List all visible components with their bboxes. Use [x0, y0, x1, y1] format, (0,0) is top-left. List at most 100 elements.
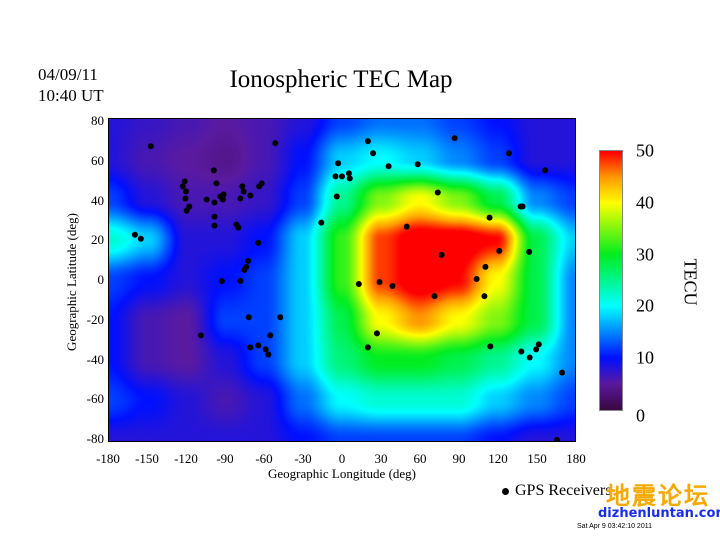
time-label: 10:40 UT [38, 86, 104, 105]
tec-map-plot [108, 118, 576, 442]
gps-receiver-point [220, 191, 227, 198]
gps-receiver-point [438, 251, 445, 258]
gps-receiver-point [355, 281, 362, 288]
legend-label: GPS Receivers [515, 482, 612, 499]
x-tick-label: 60 [413, 451, 427, 466]
y-tick-label: -60 [86, 391, 104, 407]
colorbar-tick-label: 10 [636, 347, 654, 368]
gps-receiver-point [339, 173, 345, 180]
gps-receiver-point [403, 223, 410, 230]
gps-receiver-point [318, 219, 325, 226]
gps-receiver-point [218, 278, 225, 285]
x-tick-label: -150 [135, 451, 159, 466]
gps-receiver-point [213, 180, 220, 187]
x-tick-label: -60 [255, 451, 273, 466]
gps-receiver-point [451, 135, 458, 142]
gps-receiver-layer [131, 135, 566, 441]
colorbar [599, 150, 623, 411]
gps-receiver-point [542, 167, 549, 174]
gps-receiver-point [526, 354, 533, 361]
gps-receiver-point [219, 196, 226, 203]
timestamp: Sat Apr 9 03:42:10 2011 [577, 523, 652, 530]
colorbar-label: TECU [680, 258, 701, 306]
gps-receiver-point [272, 140, 279, 147]
gps-receiver-point [255, 342, 262, 349]
gps-receiver-point [147, 143, 154, 150]
colorbar-tick-label: 40 [636, 192, 654, 213]
chart-title: Ionospheric TEC Map [229, 66, 453, 93]
gps-receiver-point [346, 175, 353, 182]
gps-receiver-point [211, 213, 218, 220]
watermark-logo: 地震论坛 [606, 482, 710, 510]
gps-receiver-point [373, 330, 380, 337]
gps-receiver-point [239, 183, 246, 190]
colorbar-tick-label: 0 [636, 405, 645, 426]
gps-receiver-point [335, 160, 342, 167]
gps-receiver-point [345, 170, 352, 177]
gps-receiver-point [518, 348, 525, 355]
gps-receiver-point [237, 278, 244, 285]
gps-receiver-point [197, 332, 204, 339]
x-tick-label: -120 [174, 451, 198, 466]
x-tick-label: 120 [488, 451, 508, 466]
y-tick-label: 0 [97, 272, 105, 287]
gps-receiver-point [481, 293, 488, 300]
gps-receiver-point [265, 351, 272, 358]
gps-receiver-point [245, 257, 252, 264]
x-tick-label: 180 [566, 451, 586, 466]
gps-receiver-point [131, 231, 138, 238]
gps-receiver-point [255, 239, 262, 246]
gps-receiver-point [431, 293, 438, 300]
gps-receiver-point [473, 275, 480, 282]
y-tick-label: -80 [86, 431, 104, 446]
gps-receiver-point [240, 188, 247, 195]
gps-receiver-point [181, 178, 188, 185]
gps-receiver-point [247, 192, 254, 199]
gps-receiver-point [203, 196, 210, 203]
date-time: 04/09/11 10:40 UT [38, 64, 104, 106]
gps-receiver-point [210, 167, 217, 174]
colorbar-tick-label: 30 [636, 244, 654, 265]
gps-receiver-point [526, 248, 533, 255]
colorbar-tick-label: 20 [636, 295, 654, 316]
gps-receiver-point [245, 314, 252, 321]
x-tick-label: 0 [338, 451, 346, 466]
gps-receiver-point [364, 138, 371, 145]
gps-receiver-point [487, 343, 494, 350]
x-tick-label: -180 [96, 451, 120, 466]
gps-receiver-point [243, 263, 250, 270]
gps-receiver-point [258, 180, 265, 187]
gps-receiver-point [482, 263, 489, 270]
y-axis-label: Geographic Latitude (deg) [64, 213, 79, 351]
y-tick-label: 60 [91, 152, 104, 168]
gps-dot-icon [502, 487, 509, 495]
x-axis-label: Geographic Longitude (deg) [267, 466, 417, 481]
gps-receiver-point [533, 346, 540, 353]
gps-receiver-point [414, 161, 421, 168]
x-tick-label: 150 [527, 451, 547, 466]
y-tick-label: 20 [91, 232, 104, 248]
x-tick-label: -30 [294, 451, 312, 466]
gps-receiver-point [559, 369, 566, 376]
y-tick-label: 80 [91, 113, 104, 128]
gps-receiver-point [277, 314, 284, 321]
watermark-url: dizhenluntan.com [598, 506, 720, 521]
gps-receiver-point [183, 207, 190, 214]
gps-receiver-point [553, 436, 560, 441]
gps-receiver-point [486, 214, 493, 221]
gps-receiver-point [434, 189, 441, 196]
gps-receiver-point [262, 346, 269, 353]
gps-receiver-point [496, 247, 503, 254]
gps-receiver-point [182, 195, 189, 202]
gps-receiver-point [211, 222, 218, 229]
gps-receiver-point [183, 188, 190, 195]
gps-receiver-point [370, 150, 377, 157]
tec-heatmap [109, 119, 575, 441]
gps-receiver-point [267, 332, 274, 339]
y-tick-label: -20 [86, 311, 104, 327]
gps-receiver-point [137, 235, 144, 242]
x-tick-label: 90 [452, 451, 466, 466]
gps-receiver-point [505, 150, 512, 157]
gps-receiver-point [237, 195, 244, 202]
gps-receiver-point [519, 203, 526, 210]
